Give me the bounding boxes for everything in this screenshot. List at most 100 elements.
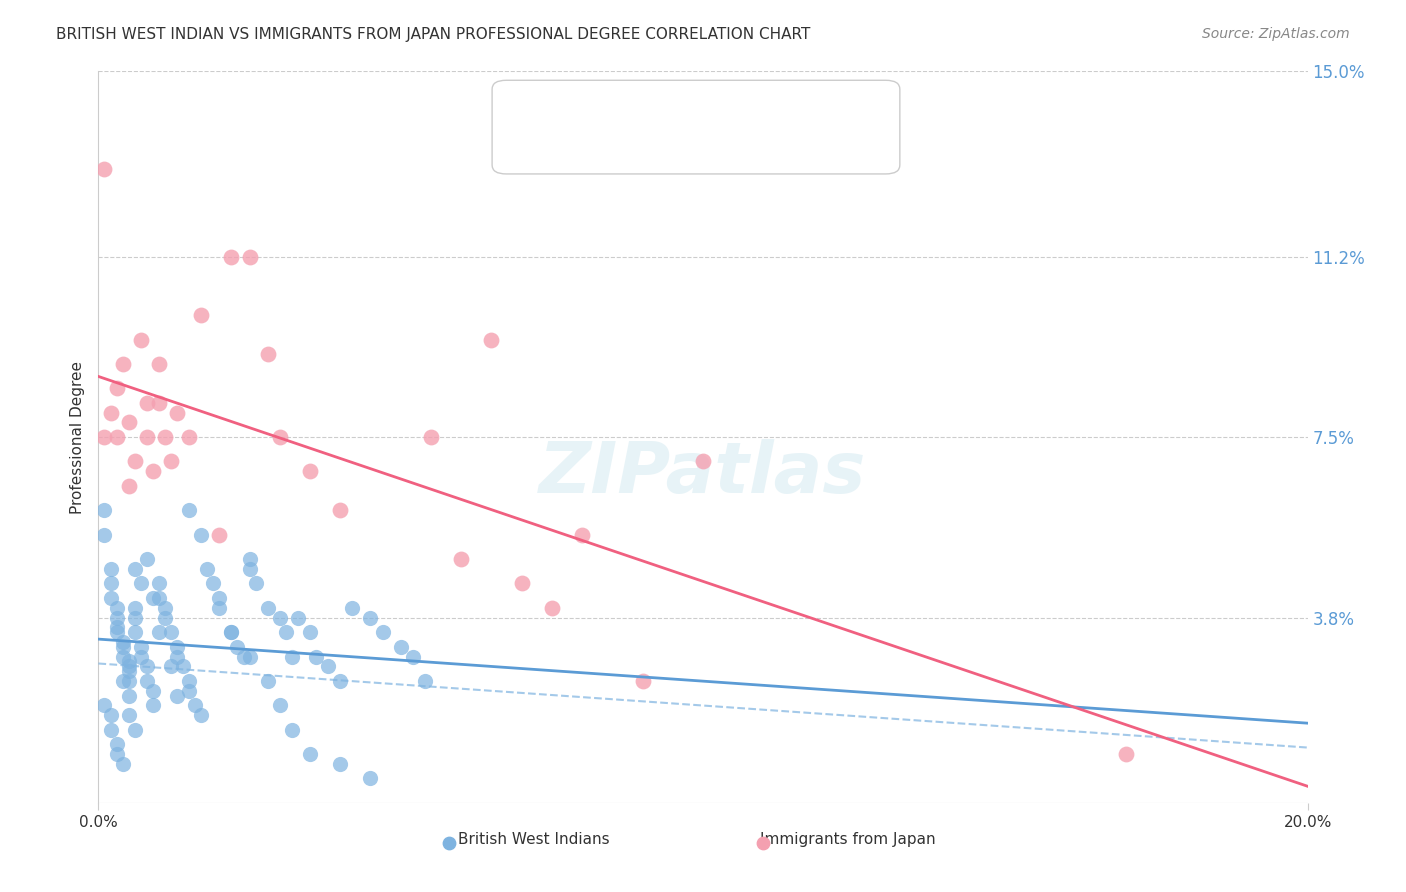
Point [481, 333, 503, 347]
Point [148, 576, 170, 591]
Point [256, 673, 278, 688]
Point [118, 659, 141, 673]
Point [269, 698, 291, 713]
Point [105, 430, 128, 444]
Point [221, 250, 243, 264]
Point [450, 552, 472, 566]
Point [571, 527, 593, 541]
Point [329, 503, 352, 517]
Point [329, 756, 352, 771]
Point [148, 396, 170, 410]
Point [269, 610, 291, 624]
Point [153, 430, 176, 444]
Point [93, 161, 115, 176]
Point [105, 625, 128, 640]
Point [135, 396, 157, 410]
Point [129, 333, 152, 347]
Point [129, 576, 152, 591]
Point [316, 659, 339, 673]
Point [100, 406, 122, 420]
Point [190, 527, 212, 541]
Point [124, 600, 146, 615]
Point [100, 708, 122, 723]
Point [360, 610, 382, 624]
Point [153, 600, 176, 615]
Point [105, 747, 128, 761]
Point [148, 357, 170, 371]
Point [118, 689, 141, 703]
Point [239, 250, 262, 264]
Point [105, 610, 128, 624]
Point [329, 673, 352, 688]
Point [111, 635, 134, 649]
Point [239, 649, 262, 664]
Point [118, 708, 141, 723]
Point [631, 673, 654, 688]
Point [195, 562, 218, 576]
Point [105, 600, 128, 615]
Point [124, 723, 146, 737]
Point [172, 659, 194, 673]
Point [190, 708, 212, 723]
Point [135, 673, 157, 688]
Point [142, 698, 165, 713]
Text: BRITISH WEST INDIAN VS IMMIGRANTS FROM JAPAN PROFESSIONAL DEGREE CORRELATION CHA: BRITISH WEST INDIAN VS IMMIGRANTS FROM J… [56, 27, 811, 42]
Point [142, 683, 165, 698]
Point [305, 649, 328, 664]
Point [221, 625, 243, 640]
Point [371, 625, 394, 640]
Point [111, 756, 134, 771]
Point [93, 503, 115, 517]
Point [226, 640, 249, 654]
Point [208, 600, 231, 615]
Point [232, 649, 254, 664]
Point [1115, 747, 1137, 761]
Point [111, 357, 134, 371]
Point [129, 640, 152, 654]
Point [420, 430, 443, 444]
Point [299, 464, 322, 478]
Point [413, 673, 436, 688]
Point [239, 552, 262, 566]
Point [124, 610, 146, 624]
Point [166, 406, 188, 420]
Point [124, 454, 146, 468]
Point [160, 625, 183, 640]
Point [148, 591, 170, 605]
Text: Immigrants from Japan: Immigrants from Japan [761, 831, 936, 847]
Point [269, 430, 291, 444]
Point [153, 610, 176, 624]
Legend: R = -0.043   N = 89, R = -0.214   N = 36: R = -0.043 N = 89, R = -0.214 N = 36 [600, 94, 806, 159]
Point [202, 576, 225, 591]
Point [402, 649, 425, 664]
Point [208, 527, 231, 541]
Point [118, 673, 141, 688]
Point [111, 649, 134, 664]
Point [118, 479, 141, 493]
Text: ZIPatlas: ZIPatlas [540, 439, 866, 508]
Point [124, 625, 146, 640]
Point [360, 772, 382, 786]
Point [93, 527, 115, 541]
Point [692, 454, 714, 468]
Point [111, 673, 134, 688]
Point [245, 576, 267, 591]
Point [105, 737, 128, 751]
Point [274, 625, 297, 640]
Point [118, 664, 141, 678]
Point [342, 600, 364, 615]
Point [281, 649, 304, 664]
Point [540, 600, 562, 615]
Point [389, 640, 412, 654]
Point [93, 698, 115, 713]
Point [142, 464, 165, 478]
Point [179, 430, 201, 444]
Point [100, 562, 122, 576]
Point [105, 620, 128, 634]
Point [166, 689, 188, 703]
Point [118, 416, 141, 430]
Point [239, 562, 262, 576]
Point [221, 625, 243, 640]
Point [135, 430, 157, 444]
Point [111, 640, 134, 654]
